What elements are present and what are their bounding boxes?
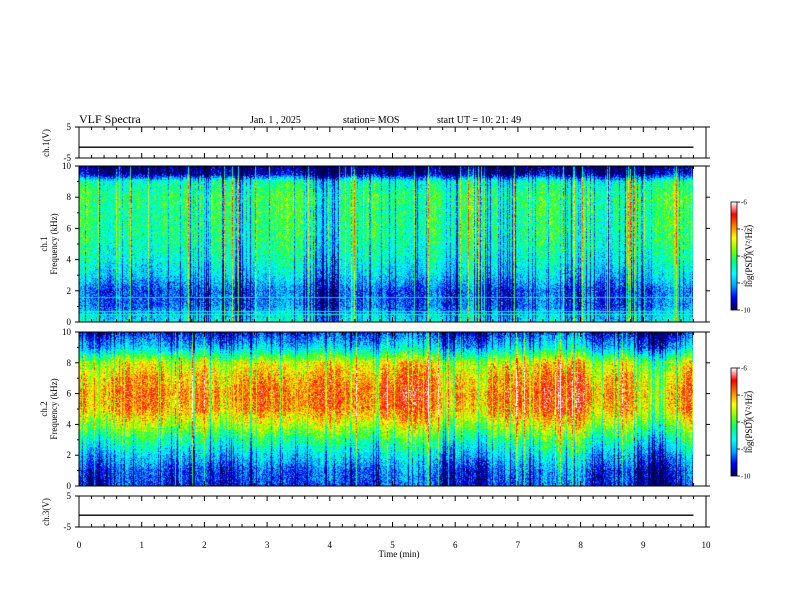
ch2-spectrogram-ylabel-channel: ch.2 — [39, 401, 49, 416]
ch1-spectrogram-ylabel-frequency: Frequency (kHz) — [49, 213, 59, 274]
ch2-spectrogram-ylabel-frequency: Frequency (kHz) — [49, 378, 59, 439]
colorbar-tick-label: -6 — [741, 365, 747, 373]
ch1-spectrogram-ylabel-channel: ch.1 — [39, 236, 49, 251]
figure-title: VLF Spectra — [79, 112, 141, 126]
x-tick-label: 5 — [390, 540, 395, 550]
ch1-spectrogram-ytick-label: 6 — [67, 223, 72, 233]
ch2-spectrogram-panel — [79, 332, 693, 486]
ch1-colorbar-gradient — [731, 202, 737, 310]
ch2-spectrogram-ytick-label: 0 — [67, 481, 72, 491]
colorbar-tick-label: -10 — [741, 307, 751, 315]
ch2-spectrogram-ytick-label: 10 — [62, 327, 72, 337]
colorbar-tick-label: -10 — [741, 473, 751, 481]
ch3-waveform-ytick-label: 5 — [67, 491, 72, 501]
colorbar-tick-label: -7 — [741, 392, 747, 400]
x-tick-label: 9 — [641, 540, 646, 550]
ch1-spectrogram-ytick-label: 8 — [67, 192, 72, 202]
x-axis-label: Time (min) — [379, 549, 420, 559]
date-label: Jan. 1 , 2025 — [250, 115, 301, 126]
ch2-spectrogram-ytick-label: 4 — [67, 419, 72, 429]
ch1-spectrogram-image — [79, 166, 693, 322]
ch1-spectrogram-ytick-label: 2 — [67, 286, 72, 296]
colorbar-tick-label: -9 — [741, 280, 747, 288]
ch1-spectrogram-ytick-label: 4 — [67, 255, 72, 265]
ch2-spectrogram-ytick-label: 2 — [67, 450, 72, 460]
ch1-spectrogram-panel — [79, 166, 693, 322]
ch1-colorbar-label: log(PSD)(V²/Hz) — [744, 225, 754, 287]
x-tick-label: 1 — [139, 540, 144, 550]
colorbar-tick-label: -6 — [741, 199, 747, 207]
x-tick-label: 2 — [202, 540, 207, 550]
x-tick-label: 10 — [702, 540, 712, 550]
ch3-waveform-ytick-label: -5 — [64, 522, 72, 532]
ch1-spectrogram-ytick-label: 0 — [67, 317, 72, 327]
x-tick-label: 0 — [77, 540, 82, 550]
ch2-colorbar — [731, 368, 737, 476]
ch1-waveform-ylabel: ch.1(V) — [41, 129, 51, 157]
ch2-colorbar-gradient — [731, 368, 737, 476]
colorbar-tick-label: -9 — [741, 446, 747, 454]
colorbar-tick-label: -8 — [741, 419, 747, 427]
x-tick-label: 3 — [265, 540, 270, 550]
colorbar-tick-label: -7 — [741, 226, 747, 234]
ch3-waveform-ylabel: ch.3(V) — [41, 498, 51, 526]
start-time-label: start UT = 10: 21: 49 — [437, 115, 521, 126]
ch1-waveform-ytick-label: -5 — [64, 153, 72, 163]
station-label: station= MOS — [343, 115, 399, 126]
ch2-spectrogram-ytick-label: 6 — [67, 389, 72, 399]
x-tick-label: 4 — [328, 540, 333, 550]
ch2-spectrogram-ytick-label: 8 — [67, 358, 72, 368]
x-tick-label: 6 — [453, 540, 458, 550]
ch2-colorbar-label: log(PSD)(V²/Hz) — [744, 391, 754, 453]
ch1-spectrogram-ytick-label: 10 — [62, 161, 72, 171]
x-tick-label: 8 — [578, 540, 583, 550]
colorbar-tick-label: -8 — [741, 253, 747, 261]
ch2-spectrogram-image — [79, 332, 693, 486]
ch1-waveform-ytick-label: 5 — [67, 122, 72, 132]
ch1-colorbar — [731, 202, 737, 310]
x-tick-label: 7 — [516, 540, 521, 550]
